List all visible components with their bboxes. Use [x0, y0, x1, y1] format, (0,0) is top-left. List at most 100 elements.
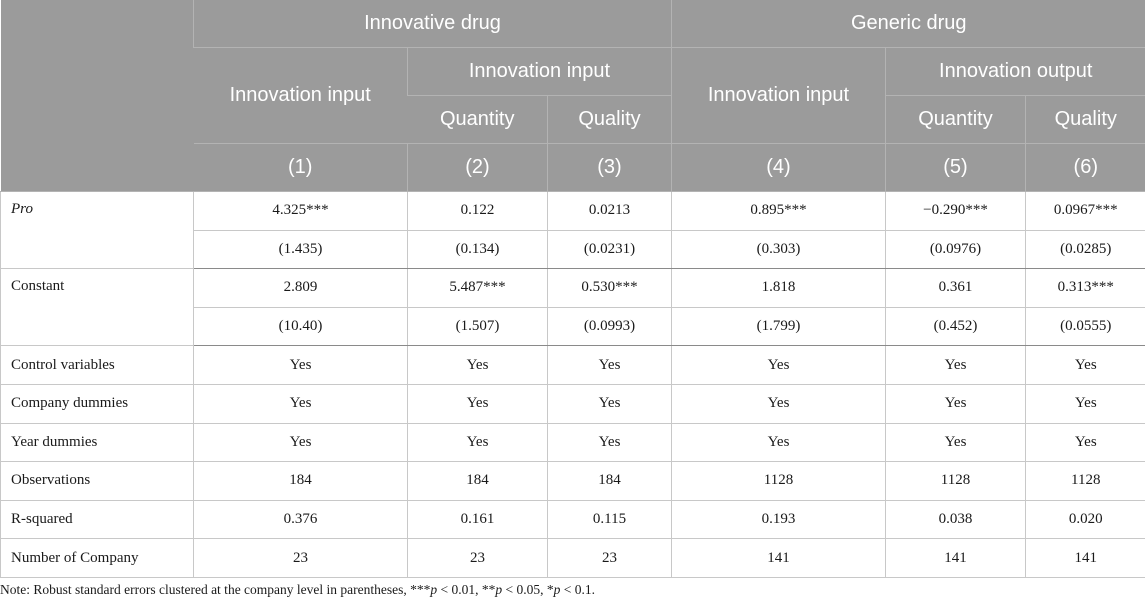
table-row: Constant 2.809 5.487*** 0.530*** 1.818 0…: [0, 268, 1145, 347]
table-row: R-squared 0.376 0.161 0.115 0.193 0.038 …: [0, 500, 1145, 540]
se-cell: (0.0976): [885, 230, 1026, 270]
se-cell: (10.40): [193, 307, 408, 347]
header-corner: [0, 0, 194, 192]
header-col-number: (5): [885, 143, 1026, 192]
value-cell: Yes: [407, 423, 548, 463]
value-cell: 0.115: [547, 500, 672, 540]
header-col-number: (1): [193, 143, 408, 192]
se-cell: (0.0285): [1024, 230, 1145, 270]
value-cell: 1128: [671, 461, 886, 501]
value-cell: 23: [407, 538, 548, 578]
row-label-pro: Pro: [0, 191, 194, 270]
value-cell: Yes: [193, 423, 408, 463]
value-cell: 23: [547, 538, 672, 578]
se-cell: (0.134): [407, 230, 548, 270]
value-cell: Yes: [1024, 423, 1145, 463]
value-cell: Yes: [547, 384, 672, 424]
regression-table: Innovative drug Generic drug Innovation …: [0, 0, 1145, 578]
value-cell: Yes: [671, 384, 886, 424]
row-label-constant: Constant: [0, 268, 194, 347]
header-col3-quality: Quality: [547, 95, 672, 144]
table-note: Note: Robust standard errors clustered a…: [0, 582, 1145, 598]
value-cell: 184: [193, 461, 408, 501]
value-cell: 23: [193, 538, 408, 578]
header-col2-quantity: Quantity: [407, 95, 548, 144]
value-cell: Yes: [1024, 384, 1145, 424]
value-cell: 0.193: [671, 500, 886, 540]
table-row: Company dummies Yes Yes Yes Yes Yes Yes: [0, 384, 1145, 424]
value-cell: 1128: [885, 461, 1026, 501]
coef-cell: 0.0213: [547, 191, 672, 231]
header-col56-innovation-output: Innovation output: [884, 47, 1145, 96]
header-generic-drug: Generic drug: [670, 0, 1145, 48]
note-text: Note: Robust standard errors clustered a…: [0, 582, 431, 597]
se-cell: (0.0555): [1024, 307, 1145, 347]
coef-cell: 5.487***: [407, 268, 548, 308]
note-text: < 0.05, *: [502, 582, 554, 597]
header-innovative-drug: Innovative drug: [193, 0, 672, 48]
header-col4-innovation-input: Innovation input: [671, 47, 886, 144]
value-cell: 141: [1024, 538, 1145, 578]
value-cell: Yes: [671, 345, 886, 385]
row-label-r-squared: R-squared: [0, 500, 194, 540]
value-cell: Yes: [193, 345, 408, 385]
coef-cell: 0.0967***: [1024, 191, 1145, 231]
value-cell: Yes: [407, 345, 548, 385]
coef-cell: 4.325***: [193, 191, 408, 231]
header-col1-innovation-input: Innovation input: [193, 47, 408, 144]
table-row: Year dummies Yes Yes Yes Yes Yes Yes: [0, 423, 1145, 463]
note-p: p: [495, 582, 503, 597]
note-p: p: [430, 582, 438, 597]
value-cell: Yes: [671, 423, 886, 463]
note-text: < 0.1.: [560, 582, 595, 597]
header-col-number: (3): [547, 143, 672, 192]
table-row: (10.40) (1.507) (0.0993) (1.799) (0.452)…: [1, 307, 1145, 347]
se-cell: (0.452): [885, 307, 1026, 347]
header-col6-quality: Quality: [1024, 95, 1145, 144]
value-cell: 0.161: [407, 500, 548, 540]
value-cell: 141: [671, 538, 886, 578]
table-header: Innovative drug Generic drug Innovation …: [0, 0, 1145, 192]
value-cell: Yes: [885, 345, 1026, 385]
table-row: Control variables Yes Yes Yes Yes Yes Ye…: [0, 345, 1145, 385]
row-label-year-dummies: Year dummies: [0, 423, 194, 463]
header-col23-innovation-input: Innovation input: [407, 47, 672, 96]
coef-cell: 0.122: [407, 191, 548, 231]
note-text: < 0.01, **: [437, 582, 496, 597]
row-label-number-of-company: Number of Company: [0, 538, 194, 578]
value-cell: Yes: [885, 384, 1026, 424]
coef-cell: 0.895***: [671, 191, 886, 231]
value-cell: 184: [547, 461, 672, 501]
value-cell: 0.038: [885, 500, 1026, 540]
value-cell: Yes: [407, 384, 548, 424]
table-body: Pro 4.325*** 0.122 0.0213 0.895*** −0.29…: [0, 191, 1145, 578]
coef-cell: 0.361: [885, 268, 1026, 308]
value-cell: 1128: [1024, 461, 1145, 501]
value-cell: Yes: [547, 423, 672, 463]
se-cell: (1.507): [407, 307, 548, 347]
value-cell: 0.376: [193, 500, 408, 540]
table-row: (1.435) (0.134) (0.0231) (0.303) (0.0976…: [1, 230, 1145, 270]
note-p: p: [553, 582, 561, 597]
header-col-number: (2): [407, 143, 548, 192]
value-cell: 0.020: [1024, 500, 1145, 540]
se-cell: (0.0993): [547, 307, 672, 347]
value-cell: 184: [407, 461, 548, 501]
coef-cell: 0.313***: [1024, 268, 1145, 308]
value-cell: Yes: [885, 423, 1026, 463]
row-label-company-dummies: Company dummies: [0, 384, 194, 424]
se-cell: (1.435): [193, 230, 408, 270]
table-row: Pro 4.325*** 0.122 0.0213 0.895*** −0.29…: [0, 191, 1145, 270]
header-col5-quantity: Quantity: [885, 95, 1026, 144]
table-row: Observations 184 184 184 1128 1128 1128: [0, 461, 1145, 501]
se-cell: (0.303): [671, 230, 886, 270]
row-label-control-variables: Control variables: [0, 345, 194, 385]
header-col-number: (4): [671, 143, 886, 192]
row-label-observations: Observations: [0, 461, 194, 501]
value-cell: Yes: [547, 345, 672, 385]
coef-cell: 2.809: [193, 268, 408, 308]
value-cell: Yes: [193, 384, 408, 424]
coef-cell: 1.818: [671, 268, 886, 308]
header-col-number: (6): [1024, 143, 1145, 192]
coef-cell: −0.290***: [885, 191, 1026, 231]
